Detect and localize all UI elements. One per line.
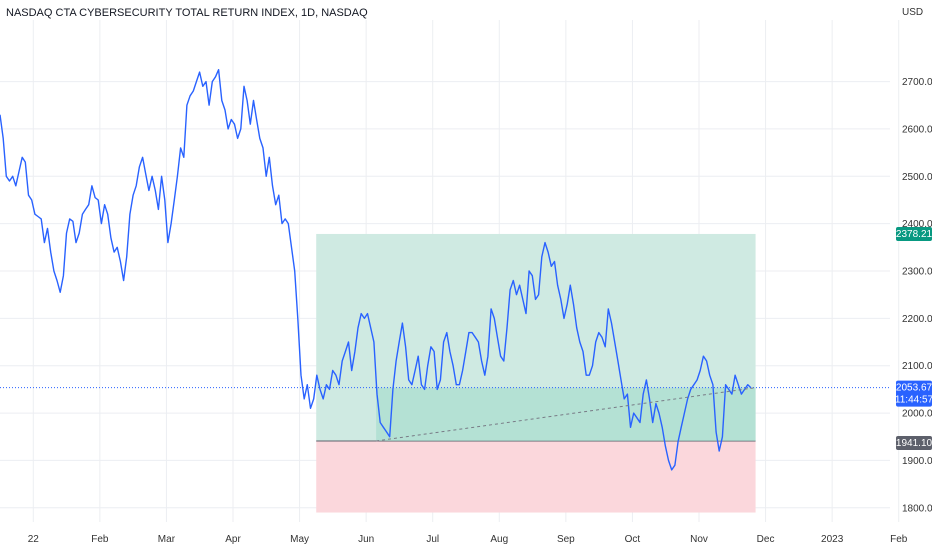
entry-price-badge [896,435,932,450]
x-tick-label: Nov [690,534,708,545]
trend-line-layer[interactable] [376,387,756,442]
x-tick-label: 2023 [821,534,844,545]
x-tick-label: Jul [426,534,439,545]
y-tick-label: 2300.00 [902,267,932,278]
x-tick-label: Dec [757,534,775,545]
x-tick-label: Sep [557,534,575,545]
current-price-badge-text: 11:44:57 [895,395,932,406]
currency-label: USD [902,7,923,18]
price-line [0,69,752,471]
position-tool[interactable] [316,233,756,513]
current-price-badge [896,380,932,407]
y-tick-label: 2600.00 [902,124,932,135]
loss-zone[interactable] [316,440,756,513]
x-tick-label: 22 [28,534,40,545]
y-tick-label: 2100.00 [902,361,932,372]
x-tick-label: Mar [158,534,176,545]
y-tick-label: 1900.00 [902,456,932,467]
target-price-badge-text: 2378.21 [896,229,932,240]
time-axis[interactable]: 22 Feb Mar Apr May Jun Jul Aug Sep Oct Nov Dec 2023 F… [28,534,908,545]
trend-line[interactable] [376,387,756,442]
y-tick-label: 2400.00 [902,219,932,230]
x-tick-label: Feb [91,534,109,545]
current-price-badge-text: 2053.67 [896,383,932,394]
price-series [0,69,890,471]
y-tick-label: 2500.00 [902,172,932,183]
entry-price-badge-text: 1941.10 [896,438,932,449]
x-tick-label: Apr [225,534,241,545]
x-tick-label: May [290,534,309,545]
price-axis[interactable]: 2700.00 2600.00 2500.00 2400.00 2300.00 2200.… [902,7,932,514]
y-tick-label: 2200.00 [902,314,932,325]
x-tick-label: Jun [358,534,374,545]
x-tick-label: Feb [890,534,908,545]
y-tick-label: 2700.00 [902,77,932,88]
chart-title: NASDAQ CTA CYBERSECURITY TOTAL RETURN IN… [6,7,368,19]
y-tick-label: 1800.00 [902,503,932,514]
x-tick-label: Oct [625,534,641,545]
y-tick-label: 2000.00 [902,409,932,420]
target-price-badge [896,226,932,241]
x-tick-label: Aug [490,534,508,545]
